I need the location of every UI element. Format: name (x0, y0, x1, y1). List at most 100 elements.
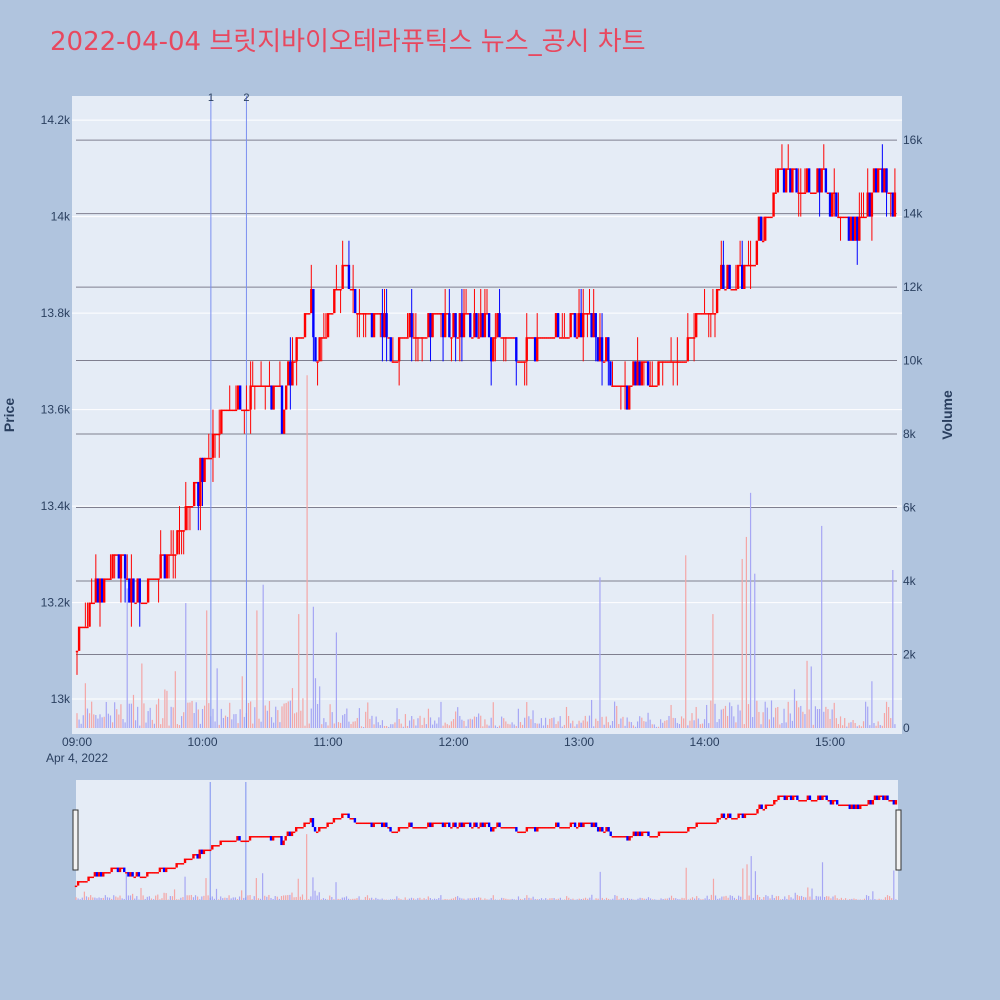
candle-body (274, 385, 277, 387)
volume-bar (478, 713, 480, 728)
mini-candle (456, 827, 459, 829)
mini-volume-bar (570, 899, 572, 900)
candle-body (701, 313, 704, 315)
mini-candle (404, 827, 407, 829)
mini-candle (787, 795, 791, 798)
range-slider-left-handle[interactable] (72, 809, 79, 871)
mini-candle (806, 795, 810, 801)
volume-bar (107, 713, 109, 728)
candle-body (301, 337, 305, 339)
mini-volume-bar (744, 899, 746, 900)
mini-volume-bar (262, 873, 264, 900)
mini-volume-bar (400, 899, 402, 900)
mini-candle (502, 827, 505, 829)
candle-body (671, 361, 675, 363)
mini-volume-bar (798, 896, 801, 900)
mini-candle (353, 818, 357, 823)
volume-bar (314, 678, 317, 728)
mini-candle (85, 881, 88, 883)
mini-candle (773, 800, 776, 805)
mini-candle (383, 822, 386, 828)
candle-body (657, 361, 660, 386)
mini-candle (290, 831, 294, 837)
mini-candle (202, 849, 206, 855)
candle-body (745, 264, 748, 267)
candle-body (776, 168, 779, 193)
volume-bar (383, 725, 386, 728)
mini-volume-bar (519, 898, 522, 900)
volume-bar (174, 671, 176, 728)
mini-candle (347, 813, 350, 819)
mini-candle (714, 822, 717, 825)
mini-volume-bar (381, 898, 383, 900)
range-slider[interactable] (76, 780, 898, 900)
mini-candle (332, 818, 336, 823)
mini-candle (395, 831, 399, 834)
mini-candle (460, 822, 464, 828)
candle-body (512, 337, 516, 339)
mini-candle (605, 827, 608, 832)
candle-body (266, 385, 269, 387)
candle-body (569, 313, 572, 338)
candle-body (105, 578, 108, 580)
mini-candle (471, 827, 474, 829)
mini-candle (873, 795, 877, 801)
mini-candle (433, 822, 436, 825)
mini-candle (708, 822, 711, 825)
range-slider-right-handle[interactable] (895, 809, 902, 871)
mini-volume-bar (182, 897, 184, 900)
mini-volume-bar (505, 898, 507, 900)
mini-volume-bar (486, 899, 488, 900)
volume-bar (423, 717, 425, 728)
volume-bar (490, 717, 492, 728)
volume-bar (287, 701, 289, 728)
volume-bar (170, 706, 172, 728)
mini-candle (158, 867, 162, 873)
y-axis-title: Price (1, 398, 17, 432)
mini-volume-bar (339, 899, 341, 900)
candle-body (238, 385, 242, 410)
mini-candle (108, 872, 111, 874)
volume-bar (415, 725, 417, 728)
mini-candle (831, 800, 835, 805)
volume-bar (821, 525, 823, 728)
mini-candle (76, 881, 80, 886)
mini-volume-bar (828, 896, 830, 900)
mini-candle (397, 827, 401, 832)
volume-bar (601, 716, 603, 728)
candle-body (232, 409, 236, 412)
mini-candle (225, 840, 229, 843)
volume-bar (222, 717, 225, 728)
volume-bar (218, 724, 220, 728)
candle-body (98, 578, 102, 603)
volume-bar (697, 718, 699, 728)
candle-body (136, 578, 139, 603)
candle-body (563, 337, 566, 339)
mini-volume-bar (622, 897, 624, 900)
candle-body (345, 264, 349, 267)
candle-body (843, 216, 846, 219)
candle-body (477, 337, 480, 339)
volume-bar (660, 719, 662, 728)
mini-candle (148, 872, 151, 874)
mini-volume-bar (853, 898, 855, 900)
candle-body (571, 313, 574, 315)
candle-body (230, 409, 233, 412)
mini-candle (116, 867, 120, 873)
volume-bar (130, 703, 132, 728)
mini-volume-bar (855, 899, 857, 900)
candle-body (533, 337, 537, 362)
volume-bar (323, 718, 325, 728)
candle-body (77, 626, 81, 651)
mini-candle (204, 849, 208, 852)
candle-body (211, 433, 215, 458)
mini-candle (750, 813, 753, 816)
candle-body (460, 313, 464, 338)
mini-volume-bar (201, 896, 203, 900)
mini-candle (267, 836, 271, 838)
volume-bar (687, 725, 689, 728)
mini-volume-bar (773, 898, 775, 900)
candle-body (318, 337, 321, 362)
main-plot-area[interactable] (72, 96, 902, 734)
candle-body (153, 578, 156, 580)
